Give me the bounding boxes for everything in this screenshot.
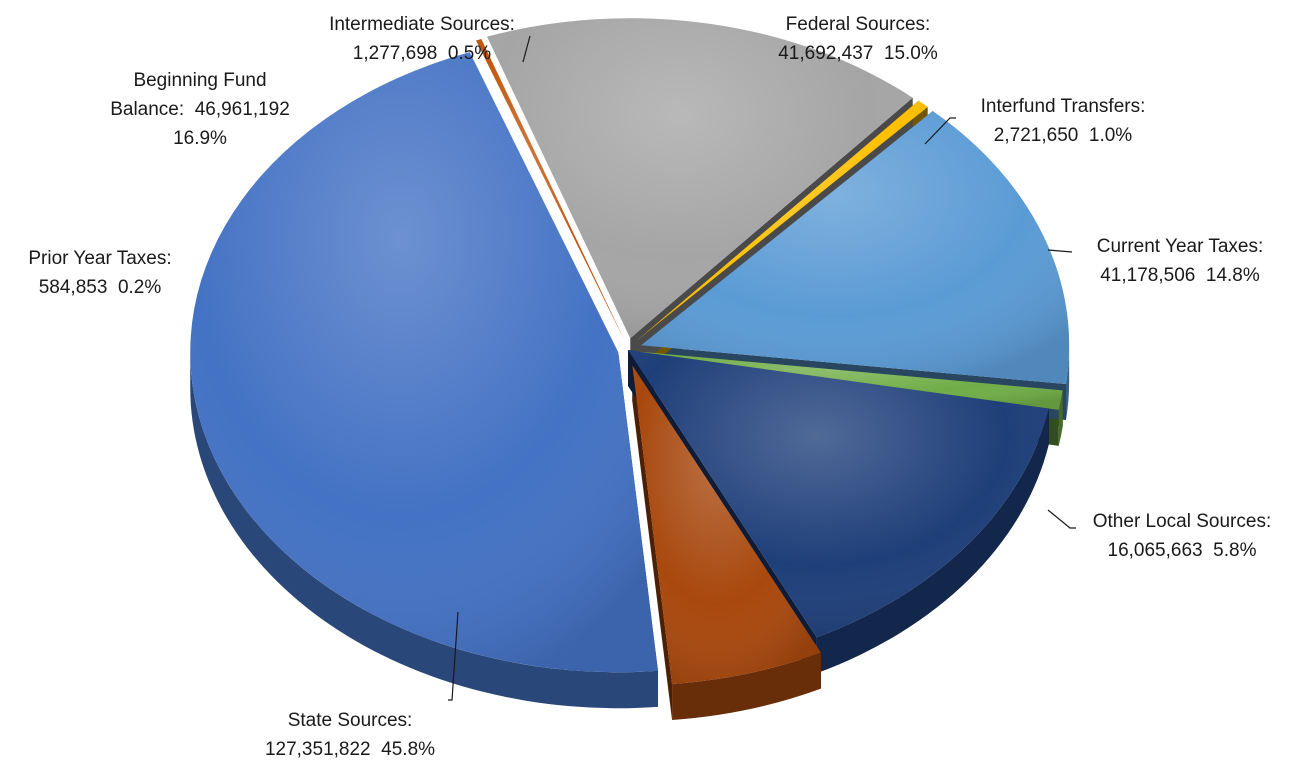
label-value-percent: 584,853 0.2%: [39, 277, 162, 298]
label-value-percent: 127,351,822 45.8%: [265, 739, 435, 760]
label-value-percent: 41,692,437 15.0%: [778, 43, 938, 64]
label-value-percent: 16,065,663 5.8%: [1108, 540, 1257, 561]
label-leader-lines: [448, 35, 1076, 701]
slice-wall-other-local-sources-1: [632, 365, 673, 721]
label-beginning-fund-balance: Beginning Fund Balance: 46,961,192 16.9%: [110, 70, 290, 149]
label-value-percent: 1,277,698 0.5%: [353, 43, 491, 64]
slice-highlight-intermediate-sources: [636, 100, 928, 342]
slice-highlight-other-local-sources: [632, 365, 821, 685]
label-prior-year-taxes: Prior Year Taxes: 584,853 0.2%: [28, 248, 171, 298]
label-percent: 16.9%: [173, 128, 227, 149]
label-intermediate-sources: Intermediate Sources: 1,277,698 0.5%: [329, 14, 515, 64]
leader-other-local-sources: [1047, 509, 1076, 529]
label-name: Other Local Sources:: [1093, 511, 1271, 532]
leader-interfund-transfers: [924, 117, 956, 145]
label-name: Federal Sources:: [786, 14, 931, 35]
slice-highlight-interfund-transfers: [637, 351, 1063, 410]
leader-current-year-taxes: [1047, 249, 1073, 253]
label-other-local-sources: Other Local Sources: 16,065,663 5.8%: [1093, 511, 1271, 561]
label-federal-sources: Federal Sources: 41,692,437 15.0%: [778, 14, 938, 64]
slice-side-other-local-sources: [672, 652, 821, 721]
slice-side-interfund-transfers: [1058, 390, 1063, 446]
label-value-percent: 2,721,650 1.0%: [994, 125, 1132, 146]
label-name: State Sources:: [288, 710, 413, 731]
slice-highlight-beginning-fund-balance: [487, 18, 913, 339]
label-name: Intermediate Sources:: [329, 14, 515, 35]
leader-intermediate-sources: [522, 35, 531, 63]
leader-state-sources: [448, 611, 459, 701]
slice-side-federal-sources: [1065, 345, 1070, 421]
label-name: Interfund Transfers:: [981, 96, 1146, 117]
label-name-part: Balance: 46,961,192: [110, 99, 290, 120]
label-interfund-transfers: Interfund Transfers: 2,721,650 1.0%: [981, 96, 1146, 146]
label-state-sources: State Sources: 127,351,822 45.8%: [265, 710, 435, 760]
pie-tops: [190, 18, 1070, 685]
slice-labels: Current Year Taxes: 41,178,506 14.8% Other…: [28, 14, 1271, 760]
slice-highlight-current-year-taxes: [628, 350, 1049, 638]
slice-highlight-federal-sources: [641, 110, 1070, 385]
label-name-part: Beginning Fund: [133, 70, 266, 91]
slice-side-current-year-taxes: [816, 408, 1049, 674]
label-name: Prior Year Taxes:: [28, 248, 171, 269]
slice-side-state-sources: [190, 352, 658, 709]
slice-highlight-state-sources: [190, 52, 658, 673]
slice-highlight-prior-year-taxes: [476, 39, 625, 341]
label-name: Current Year Taxes:: [1097, 236, 1264, 257]
label-current-year-taxes: Current Year Taxes: 41,178,506 14.8%: [1097, 236, 1264, 286]
label-value-percent: 41,178,506 14.8%: [1100, 265, 1260, 286]
